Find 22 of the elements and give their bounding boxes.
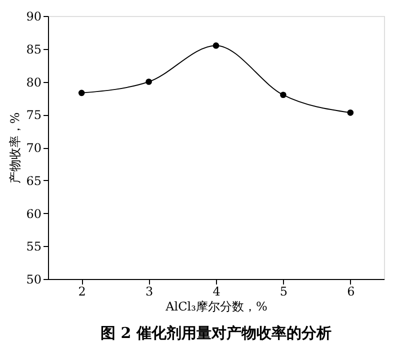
y-tick-label: 60 [26, 206, 42, 221]
x-axis-title: AlCl₃摩尔分数，% [164, 300, 268, 314]
point [280, 92, 286, 98]
x-tick-label: 5 [280, 284, 288, 298]
y-axis-title: 产物收率，% [8, 112, 22, 184]
y-tick-label: 70 [26, 141, 42, 155]
x-tick-label: 6 [347, 284, 355, 298]
text: 图 2 催化剂用量对产物收率的分析 [100, 324, 332, 342]
y-tick-label: 80 [26, 75, 42, 90]
x-tick-label: 3 [145, 284, 154, 298]
x-tick-label: 4 [212, 284, 221, 298]
y-tick-label: 90 [26, 10, 42, 24]
point [146, 78, 152, 85]
point [347, 109, 354, 116]
point [212, 42, 220, 49]
y-tick-label: 50 [26, 272, 42, 286]
y-tick-label: 85 [26, 42, 42, 56]
point [78, 90, 85, 96]
x-tick-label: 2 [78, 284, 86, 298]
y-tick-label: 55 [26, 240, 42, 254]
y-tick-label: 75 [26, 108, 42, 122]
y-tick-label: 65 [26, 174, 42, 188]
